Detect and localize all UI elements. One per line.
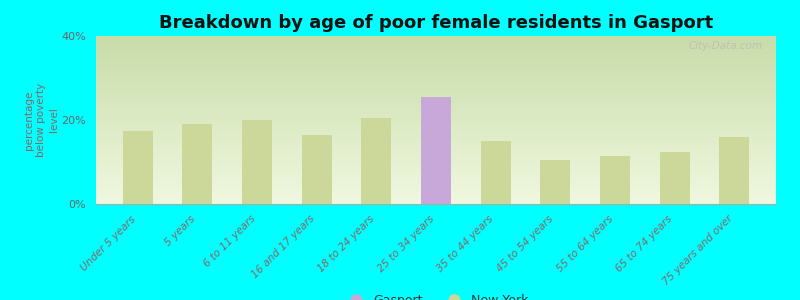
Bar [421, 97, 451, 204]
Bar [123, 130, 153, 204]
Y-axis label: percentage
below poverty
level: percentage below poverty level [24, 83, 58, 157]
Legend: Gasport, New York: Gasport, New York [338, 289, 534, 300]
Bar [540, 160, 570, 204]
Bar [660, 152, 690, 204]
Bar [719, 137, 749, 204]
Bar [362, 118, 391, 204]
Bar [600, 156, 630, 204]
Text: City-Data.com: City-Data.com [688, 41, 762, 51]
Bar [182, 124, 212, 204]
Bar [242, 120, 272, 204]
Title: Breakdown by age of poor female residents in Gasport: Breakdown by age of poor female resident… [159, 14, 713, 32]
Bar [421, 143, 451, 204]
Bar [302, 135, 332, 204]
Bar [481, 141, 510, 204]
